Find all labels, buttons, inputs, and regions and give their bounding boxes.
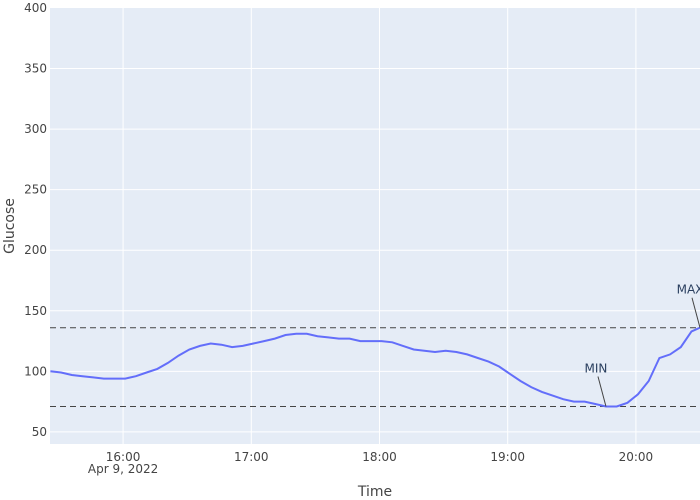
x-tick-label: 19:00 (490, 450, 525, 464)
grid-lines (50, 8, 700, 444)
y-tick-label: 150 (24, 304, 47, 318)
x-tick-label: 17:00 (234, 450, 269, 464)
y-tick-label: 200 (24, 243, 47, 257)
x-tick-label: 18:00 (362, 450, 397, 464)
x-tick-label: 20:00 (619, 450, 654, 464)
glucose-series-line (50, 326, 700, 408)
y-axis-ticks: 50 100 150 200 250 300 350 400 (24, 1, 47, 439)
annotation-arrow (597, 376, 607, 407)
x-axis-title: Time (357, 484, 392, 500)
y-tick-label: 50 (32, 425, 47, 439)
threshold-lines (50, 327, 700, 407)
y-tick-label: 350 (24, 62, 47, 76)
annotation-label: MIN (585, 361, 608, 375)
annotation-label: MAX (677, 283, 700, 297)
y-tick-label: 300 (24, 122, 47, 136)
y-tick-label: 250 (24, 183, 47, 197)
y-tick-label: 100 (24, 364, 47, 378)
x-tick-date-label: Apr 9, 2022 (88, 462, 158, 476)
annotation-arrow (691, 297, 700, 328)
y-axis-title: Glucose (2, 198, 18, 254)
annotations: MIN MAX (585, 283, 700, 407)
y-tick-label: 400 (24, 1, 47, 15)
x-tick-label: 16:00 (106, 450, 141, 464)
plot-background (50, 8, 700, 444)
